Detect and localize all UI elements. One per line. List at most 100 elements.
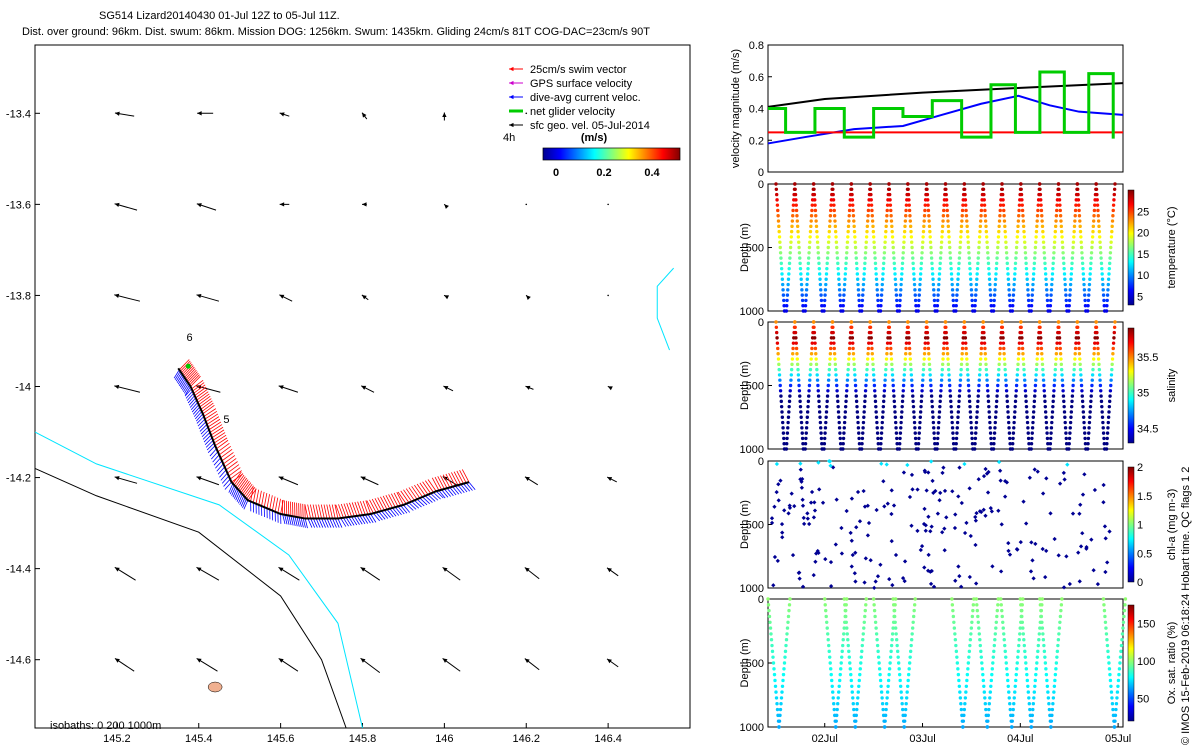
data-point bbox=[996, 378, 1000, 382]
data-point bbox=[771, 655, 775, 659]
data-point bbox=[883, 373, 888, 377]
data-point bbox=[906, 678, 910, 683]
data-point bbox=[1003, 494, 1008, 499]
data-point bbox=[994, 404, 999, 409]
data-point bbox=[1018, 597, 1023, 601]
data-point bbox=[987, 410, 991, 414]
y-tick-label: 500 bbox=[746, 520, 764, 532]
data-point bbox=[782, 508, 787, 513]
current-vector bbox=[302, 518, 306, 528]
data-point bbox=[1053, 373, 1057, 377]
data-point bbox=[905, 690, 909, 694]
data-point bbox=[1014, 672, 1018, 677]
data-point bbox=[1043, 410, 1048, 414]
data-point bbox=[990, 672, 994, 677]
data-point bbox=[1050, 415, 1054, 419]
data-point bbox=[969, 632, 973, 636]
data-point bbox=[1024, 394, 1028, 398]
data-point bbox=[895, 643, 899, 648]
data-point bbox=[933, 304, 937, 308]
data-point bbox=[824, 614, 828, 619]
data-point bbox=[832, 702, 836, 706]
data-point bbox=[835, 251, 839, 255]
data-point bbox=[798, 399, 802, 404]
data-point bbox=[857, 442, 862, 446]
data-point bbox=[928, 529, 933, 534]
data-point bbox=[968, 638, 973, 642]
data-point bbox=[989, 684, 993, 688]
data-point bbox=[1092, 214, 1096, 218]
data-point bbox=[806, 404, 810, 409]
data-point bbox=[973, 304, 977, 308]
data-point bbox=[787, 410, 791, 414]
data-point bbox=[986, 389, 990, 393]
data-point bbox=[831, 192, 835, 197]
data-point bbox=[1023, 655, 1028, 659]
data-point bbox=[959, 362, 964, 367]
data-point bbox=[912, 282, 917, 287]
data-point bbox=[992, 304, 996, 308]
data-point bbox=[1095, 330, 1099, 335]
data-point bbox=[958, 383, 962, 388]
swim-vector bbox=[188, 372, 199, 384]
data-point bbox=[847, 649, 851, 654]
data-point bbox=[1112, 187, 1117, 191]
data-point bbox=[829, 203, 833, 207]
data-point bbox=[1069, 277, 1073, 281]
data-point bbox=[1004, 661, 1008, 665]
data-point bbox=[1069, 410, 1074, 414]
data-point bbox=[1079, 240, 1083, 244]
swim-vector bbox=[225, 461, 238, 471]
data-point bbox=[951, 608, 955, 613]
data-point bbox=[922, 506, 927, 512]
data-point bbox=[787, 399, 792, 404]
data-point bbox=[805, 410, 810, 414]
data-point bbox=[1089, 537, 1094, 542]
data-point bbox=[799, 415, 803, 419]
data-point bbox=[787, 503, 792, 508]
data-point bbox=[1091, 362, 1096, 367]
data-point bbox=[1006, 277, 1011, 281]
data-point bbox=[864, 603, 868, 607]
data-point bbox=[820, 442, 824, 446]
swim-vector bbox=[244, 485, 254, 498]
y-tick-label: 0.8 bbox=[749, 40, 764, 52]
data-point bbox=[913, 426, 917, 430]
data-point bbox=[774, 182, 778, 186]
data-point bbox=[992, 436, 996, 441]
data-point bbox=[826, 240, 831, 244]
data-point bbox=[817, 261, 821, 266]
data-point bbox=[1087, 420, 1092, 425]
swim-vector bbox=[365, 500, 372, 515]
data-point bbox=[790, 224, 794, 229]
data-point bbox=[837, 426, 842, 430]
data-point bbox=[932, 293, 936, 297]
data-point bbox=[912, 277, 916, 281]
data-point bbox=[1062, 404, 1066, 409]
colorbar-tick-label: 50 bbox=[1137, 694, 1149, 706]
data-point bbox=[891, 251, 896, 255]
data-point bbox=[1041, 229, 1045, 234]
data-point bbox=[908, 655, 912, 659]
data-point bbox=[938, 490, 943, 495]
data-point bbox=[800, 426, 804, 430]
data-point bbox=[788, 389, 792, 393]
data-point bbox=[783, 649, 788, 654]
data-point bbox=[1055, 655, 1059, 659]
data-point bbox=[1034, 240, 1038, 244]
data-point bbox=[935, 447, 939, 451]
data-point bbox=[1111, 341, 1116, 345]
swim-vector bbox=[414, 484, 423, 498]
data-point bbox=[970, 298, 974, 303]
data-point bbox=[976, 614, 980, 619]
data-point bbox=[986, 256, 990, 260]
data-point bbox=[918, 547, 923, 553]
data-point bbox=[796, 570, 801, 576]
data-point bbox=[1088, 272, 1092, 276]
data-point bbox=[1042, 643, 1046, 648]
data-point bbox=[899, 288, 903, 292]
data-point bbox=[922, 565, 927, 570]
data-point bbox=[1101, 500, 1106, 505]
data-point bbox=[1096, 346, 1100, 351]
data-point bbox=[948, 394, 953, 398]
